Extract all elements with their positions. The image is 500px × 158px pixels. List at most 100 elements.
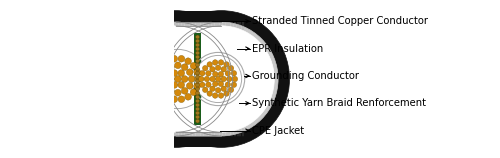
Circle shape xyxy=(174,62,181,69)
Circle shape xyxy=(225,82,230,87)
Circle shape xyxy=(171,70,178,76)
Circle shape xyxy=(196,47,200,51)
Circle shape xyxy=(196,103,200,107)
Text: CPE Jacket: CPE Jacket xyxy=(252,126,304,136)
Circle shape xyxy=(207,91,212,96)
Circle shape xyxy=(210,86,215,91)
Circle shape xyxy=(158,89,166,96)
Circle shape xyxy=(185,58,192,64)
Circle shape xyxy=(216,65,221,70)
Circle shape xyxy=(225,71,230,76)
Circle shape xyxy=(182,76,188,82)
Circle shape xyxy=(206,82,211,87)
Circle shape xyxy=(196,107,200,111)
Text: Synthetic Yarn Braid Renforcement: Synthetic Yarn Braid Renforcement xyxy=(252,98,426,108)
Circle shape xyxy=(221,76,226,82)
Text: Grounding Conductor: Grounding Conductor xyxy=(252,71,360,81)
Bar xyxy=(176,22,221,136)
Circle shape xyxy=(196,79,200,83)
Circle shape xyxy=(196,67,200,71)
Circle shape xyxy=(196,95,200,99)
Circle shape xyxy=(186,69,193,76)
Circle shape xyxy=(122,26,228,132)
Circle shape xyxy=(196,119,200,123)
Circle shape xyxy=(207,62,212,67)
Circle shape xyxy=(206,71,211,76)
Circle shape xyxy=(216,76,221,82)
Bar xyxy=(176,11,221,147)
Circle shape xyxy=(188,76,195,82)
Circle shape xyxy=(202,87,208,93)
Circle shape xyxy=(194,55,242,103)
Bar xyxy=(176,26,221,132)
Circle shape xyxy=(162,69,170,76)
Circle shape xyxy=(200,82,205,88)
Circle shape xyxy=(228,65,234,71)
Circle shape xyxy=(196,91,200,95)
Circle shape xyxy=(174,89,181,96)
Circle shape xyxy=(224,62,229,67)
Circle shape xyxy=(168,76,174,82)
Circle shape xyxy=(204,76,210,82)
Circle shape xyxy=(218,71,224,77)
Circle shape xyxy=(218,93,224,98)
Circle shape xyxy=(153,11,290,147)
Circle shape xyxy=(196,87,200,91)
Circle shape xyxy=(232,76,237,82)
Circle shape xyxy=(164,58,171,64)
Circle shape xyxy=(228,87,234,93)
Circle shape xyxy=(154,76,160,82)
Circle shape xyxy=(158,62,166,69)
Circle shape xyxy=(196,39,200,43)
Circle shape xyxy=(196,43,200,47)
Circle shape xyxy=(171,55,177,62)
Circle shape xyxy=(196,51,200,55)
Circle shape xyxy=(196,75,200,79)
Circle shape xyxy=(196,55,200,59)
Circle shape xyxy=(218,81,224,87)
Circle shape xyxy=(107,11,244,147)
Text: EPR Insulation: EPR Insulation xyxy=(252,44,324,54)
Circle shape xyxy=(212,81,218,87)
Circle shape xyxy=(210,76,215,82)
Circle shape xyxy=(185,94,192,100)
Circle shape xyxy=(212,93,218,98)
Circle shape xyxy=(118,22,232,136)
Circle shape xyxy=(231,82,236,88)
Circle shape xyxy=(218,60,224,65)
Circle shape xyxy=(198,76,204,82)
Text: Stranded Tinned Copper Conductor: Stranded Tinned Copper Conductor xyxy=(252,16,428,26)
Circle shape xyxy=(171,82,178,88)
Circle shape xyxy=(231,70,236,76)
Circle shape xyxy=(200,70,205,76)
Circle shape xyxy=(168,88,174,94)
Circle shape xyxy=(216,88,221,93)
Circle shape xyxy=(182,64,188,70)
Circle shape xyxy=(186,82,193,89)
Circle shape xyxy=(226,76,232,82)
Circle shape xyxy=(221,86,226,91)
Circle shape xyxy=(195,76,202,82)
Circle shape xyxy=(155,69,162,75)
Circle shape xyxy=(196,63,200,67)
Circle shape xyxy=(194,83,200,89)
Circle shape xyxy=(178,96,184,103)
Circle shape xyxy=(196,35,200,39)
Circle shape xyxy=(190,89,197,96)
Circle shape xyxy=(182,88,188,94)
Circle shape xyxy=(178,55,184,62)
Circle shape xyxy=(155,83,162,89)
Circle shape xyxy=(148,49,208,109)
Circle shape xyxy=(190,62,197,69)
Circle shape xyxy=(194,69,200,75)
Circle shape xyxy=(196,111,200,115)
Circle shape xyxy=(196,115,200,119)
Circle shape xyxy=(210,67,215,72)
Circle shape xyxy=(212,60,218,65)
Bar xyxy=(194,33,202,125)
Circle shape xyxy=(221,67,226,72)
Circle shape xyxy=(224,91,229,96)
Circle shape xyxy=(168,64,174,70)
Circle shape xyxy=(164,94,171,100)
Circle shape xyxy=(196,99,200,103)
